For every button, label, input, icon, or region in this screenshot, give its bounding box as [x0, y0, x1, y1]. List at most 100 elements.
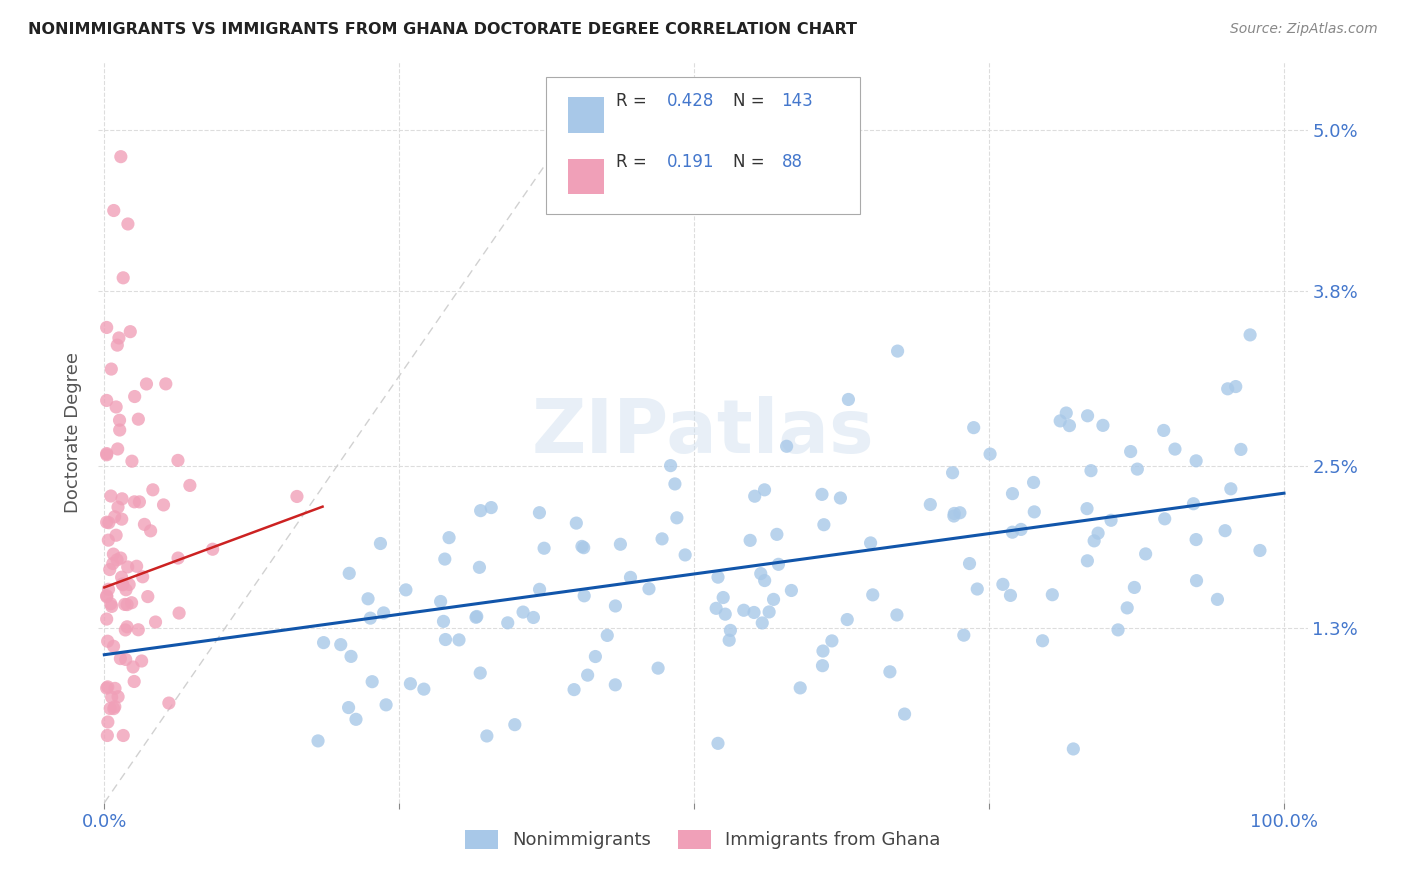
Point [1077, 409, 1099, 423]
Point [862, 588, 884, 602]
Point [740, 533, 762, 548]
Point [96, 612, 118, 626]
Point [104, 509, 127, 524]
Point [167, 606, 190, 620]
Point [533, 541, 555, 556]
Point [1022, 475, 1045, 490]
Point [97, 714, 120, 729]
Point [664, 477, 686, 491]
Point [470, 666, 492, 681]
Point [1213, 524, 1236, 538]
Point [959, 557, 981, 571]
Point [103, 701, 125, 715]
Point [117, 217, 139, 231]
Y-axis label: Doctorate Degree: Doctorate Degree [65, 352, 83, 513]
Point [1219, 482, 1241, 496]
Point [1040, 588, 1063, 602]
Point [1099, 513, 1122, 527]
Point [124, 390, 146, 404]
Text: Source: ZipAtlas.com: Source: ZipAtlas.com [1230, 22, 1378, 37]
Point [111, 577, 134, 591]
Point [775, 439, 797, 453]
Point [96, 393, 118, 408]
Point [942, 508, 965, 523]
Point [1153, 512, 1175, 526]
Point [718, 633, 741, 648]
Point [122, 674, 145, 689]
Point [1000, 588, 1022, 602]
Point [665, 511, 688, 525]
Point [100, 599, 122, 614]
Point [789, 681, 811, 695]
Text: N =: N = [734, 92, 770, 110]
Point [98, 562, 121, 576]
Point [399, 676, 422, 690]
FancyBboxPatch shape [546, 78, 860, 214]
Point [337, 700, 360, 714]
Point [117, 560, 139, 574]
Point [886, 607, 908, 622]
Point [375, 698, 398, 712]
Point [179, 478, 201, 492]
Point [1054, 406, 1077, 420]
Point [1185, 533, 1208, 547]
Point [412, 682, 434, 697]
Point [96, 590, 118, 604]
Point [96, 448, 118, 462]
Point [105, 553, 128, 567]
Point [1135, 547, 1157, 561]
Point [125, 559, 148, 574]
Point [711, 591, 734, 605]
Point [733, 603, 755, 617]
Point [562, 682, 585, 697]
Point [111, 491, 134, 506]
Point [152, 498, 174, 512]
Point [447, 632, 470, 647]
Point [145, 615, 167, 629]
Point [131, 570, 153, 584]
Point [1216, 382, 1239, 396]
Point [673, 548, 696, 562]
Point [991, 577, 1014, 591]
Point [108, 413, 131, 427]
Point [110, 150, 132, 164]
Point [659, 458, 682, 473]
Point [100, 489, 122, 503]
Text: N =: N = [734, 153, 775, 171]
Point [1107, 623, 1129, 637]
Point [1116, 600, 1139, 615]
Point [942, 466, 965, 480]
Point [111, 570, 134, 584]
Bar [568, 97, 603, 133]
Point [1206, 592, 1229, 607]
Point [114, 652, 136, 666]
Point [96, 729, 118, 743]
Point [1024, 505, 1046, 519]
Point [707, 570, 730, 584]
Point [373, 606, 395, 620]
Point [811, 658, 834, 673]
Point [470, 503, 492, 517]
Point [714, 607, 737, 622]
Point [1076, 554, 1098, 568]
Point [110, 651, 132, 665]
Point [432, 615, 454, 629]
Point [100, 362, 122, 376]
Point [115, 582, 138, 597]
Point [707, 736, 730, 750]
Point [121, 454, 143, 468]
Text: R =: R = [616, 92, 652, 110]
Point [103, 203, 125, 218]
Point [312, 635, 335, 649]
Point [768, 558, 790, 572]
Point [136, 590, 159, 604]
Point [749, 566, 772, 581]
Point [758, 605, 780, 619]
Point [100, 597, 122, 611]
Point [811, 487, 834, 501]
Point [201, 542, 224, 557]
Point [128, 495, 150, 509]
Point [886, 344, 908, 359]
Point [114, 598, 136, 612]
Point [576, 668, 599, 682]
